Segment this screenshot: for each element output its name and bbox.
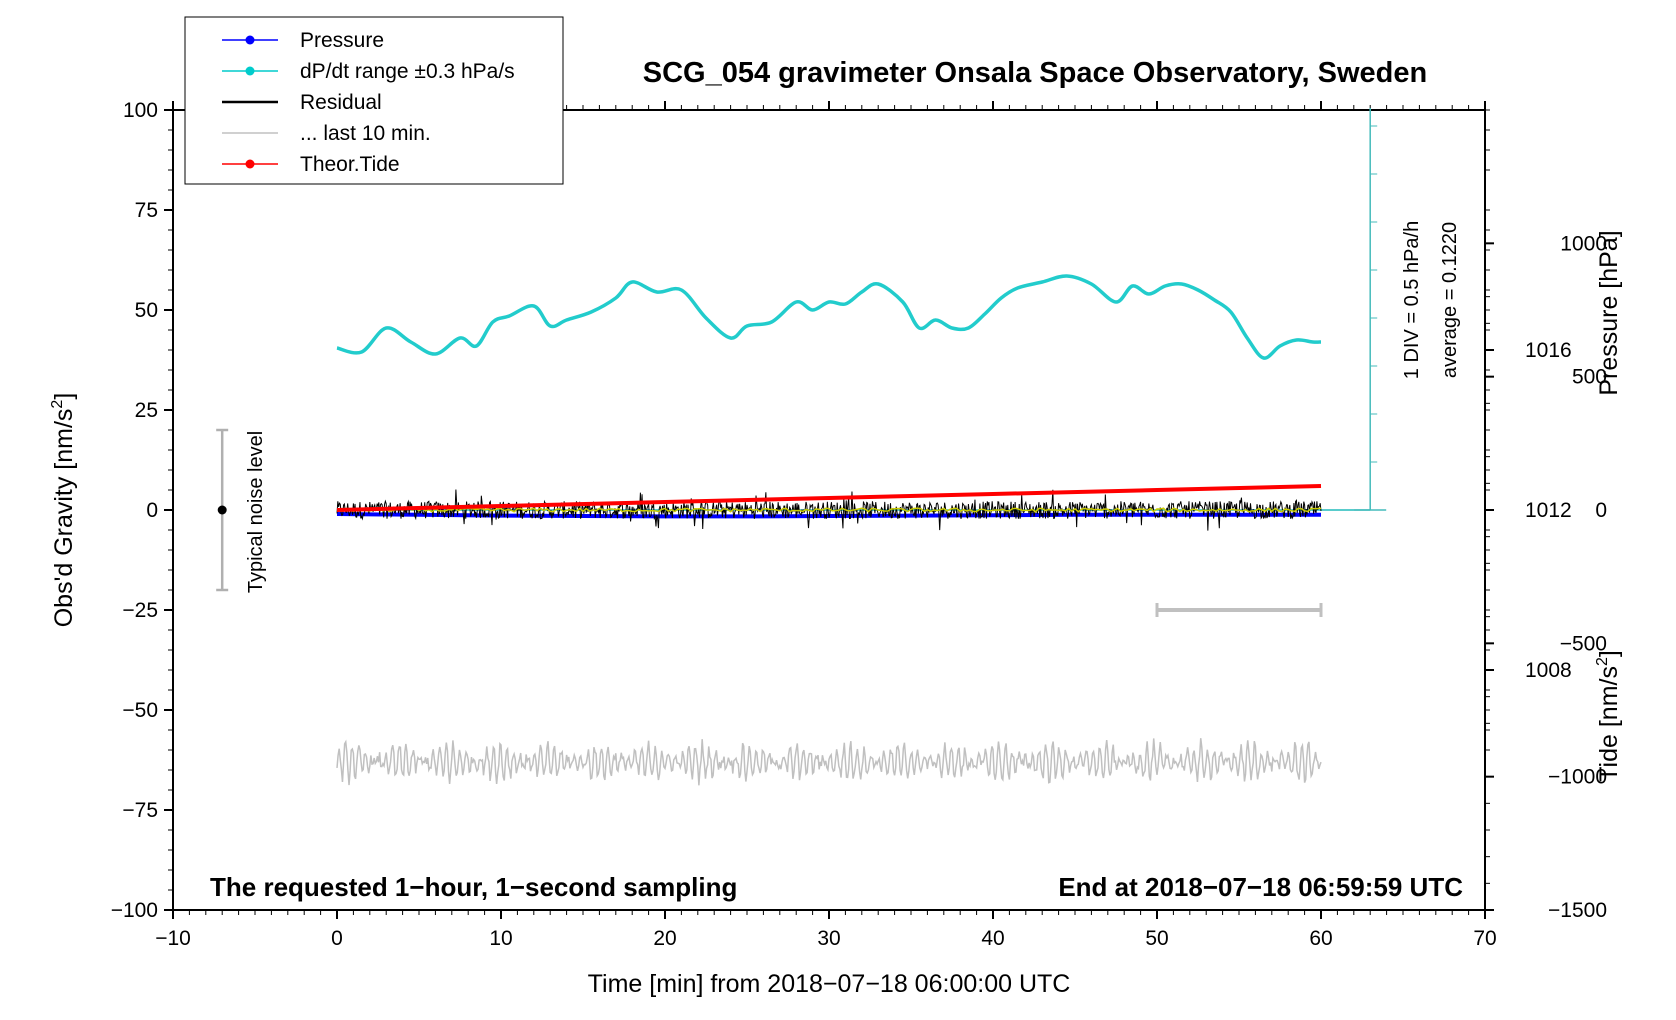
- legend-box: [184, 16, 564, 185]
- pressure-tick-label: 1012: [1525, 499, 1572, 522]
- legend-label: Residual: [300, 91, 382, 114]
- y-axis-title: Obs'd Gravity [nm/s2]: [49, 393, 78, 628]
- legend: Pressure dP/dt range ±0.3 hPa/s Residual..…: [184, 16, 564, 185]
- y-axis-title-main: Obs'd Gravity [nm/s: [50, 409, 78, 628]
- pressure-tick-label: 1016: [1525, 339, 1572, 362]
- y-tick-label: −50: [122, 699, 158, 722]
- y-tick-label: −100: [111, 899, 158, 922]
- chart-title: SCG_054 gravimeter Onsala Space Observat…: [643, 57, 1427, 89]
- residual-line: [336, 489, 1322, 531]
- tide-tick-label: −1500: [1548, 899, 1607, 922]
- legend-marker: [245, 66, 255, 76]
- x-axis-title: Time [min] from 2018−07−18 06:00:00 UTC: [588, 970, 1071, 998]
- y-tick-label: 100: [123, 99, 158, 122]
- x-tick-label: 20: [653, 927, 676, 950]
- y3-axis-title-sup: 2: [1594, 657, 1611, 666]
- noise-indicator: [216, 428, 229, 592]
- dpdt-average-label: average = 0.1220: [1439, 222, 1461, 378]
- legend-label: dP/dt range ±0.3 hPa/s: [300, 60, 515, 83]
- dpdt-scale: [1354, 108, 1387, 511]
- y-axis-title-sup: 2: [49, 400, 66, 409]
- noise-bar-center-dot: [217, 505, 227, 515]
- dpdt-line: [336, 274, 1322, 360]
- y3-axis-title: Tide [nm/s2]: [1594, 650, 1623, 782]
- y-tick-label: 0: [146, 499, 158, 522]
- legend-label: Pressure: [300, 29, 384, 52]
- x-tick-label: 40: [981, 927, 1004, 950]
- y-tick-label: 25: [135, 399, 158, 422]
- y-axis-pressure: 1016 1012 1008: [1485, 109, 1572, 751]
- x-tick-label: 30: [817, 927, 840, 950]
- y-axis-tide: 1000 500 0 −500 −1000 −1500: [1485, 232, 1607, 922]
- x-tick-label: 60: [1309, 927, 1332, 950]
- y-tick-label: −25: [122, 599, 158, 622]
- legend-label: Theor.Tide: [300, 153, 400, 176]
- pressure-tick-label: 1008: [1525, 659, 1572, 682]
- series-layer: [336, 274, 1371, 786]
- noise-label: Typical noise level: [245, 431, 267, 593]
- x-tick-label: 70: [1473, 927, 1496, 950]
- y-axis-gravity: 100 75 50 25 0 −25 −50 −75 −100: [111, 99, 173, 922]
- y3-axis-title-main: Tide [nm/s: [1595, 666, 1623, 782]
- x-tick-label: 0: [331, 927, 343, 950]
- legend-label: ... last 10 min.: [300, 122, 431, 145]
- footer-left: The requested 1−hour, 1−second sampling: [210, 872, 737, 902]
- x-tick-label: −10: [155, 927, 191, 950]
- legend-marker: [245, 35, 255, 45]
- tide-tick-label: −1000: [1548, 766, 1607, 789]
- tide-tick-label: 1000: [1560, 232, 1607, 255]
- y-tick-label: 75: [135, 199, 158, 222]
- tide-line: [336, 484, 1322, 512]
- dpdt-scale-label: 1 DIV = 0.5 hPa/h: [1401, 221, 1423, 379]
- last-10min-line: [336, 738, 1322, 786]
- x-tick-label: 50: [1145, 927, 1168, 950]
- tide-tick-label: −500: [1560, 632, 1607, 655]
- x-tick-label: 10: [489, 927, 512, 950]
- footer-right: End at 2018−07−18 06:59:59 UTC: [1058, 872, 1463, 902]
- y-tick-label: 50: [135, 299, 158, 322]
- y2-axis-title: Pressure [hPa]: [1595, 230, 1623, 395]
- y-tick-label: −75: [122, 799, 158, 822]
- x-axis: −10 0 10 20 30 40 50 60 70: [155, 101, 1497, 950]
- tide-tick-label: 500: [1572, 366, 1607, 389]
- y-axis-title-end: ]: [50, 393, 78, 400]
- tide-tick-label: 0: [1595, 499, 1607, 522]
- residual-smoothed-line: [336, 507, 1322, 513]
- y3-axis-title-end: ]: [1595, 650, 1623, 657]
- legend-marker: [245, 159, 255, 169]
